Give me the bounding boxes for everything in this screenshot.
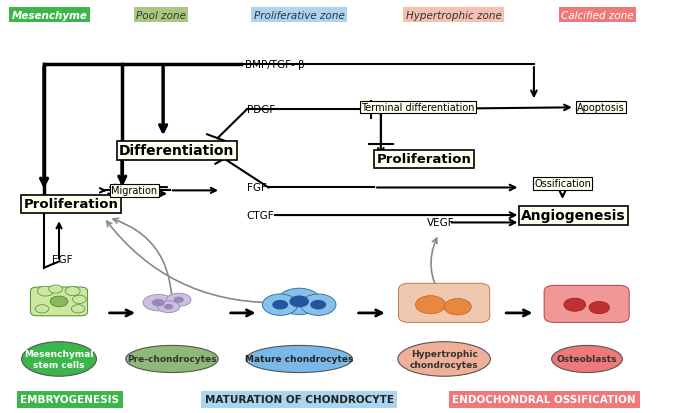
Text: Calcified zone: Calcified zone xyxy=(561,11,634,21)
Circle shape xyxy=(50,297,68,307)
Circle shape xyxy=(416,296,445,314)
Text: Hypertrophic zone: Hypertrophic zone xyxy=(406,11,501,21)
Ellipse shape xyxy=(398,342,490,376)
Circle shape xyxy=(289,296,309,308)
Text: Proliferation: Proliferation xyxy=(24,198,119,211)
Text: Terminal differentiation: Terminal differentiation xyxy=(362,103,475,113)
Text: Mesenchymal
stem cells: Mesenchymal stem cells xyxy=(24,349,94,369)
Ellipse shape xyxy=(158,301,179,313)
Ellipse shape xyxy=(125,346,219,373)
Text: EGF: EGF xyxy=(52,255,73,265)
Text: PDGF: PDGF xyxy=(247,105,275,115)
Circle shape xyxy=(444,299,471,315)
FancyBboxPatch shape xyxy=(399,284,490,323)
Ellipse shape xyxy=(551,346,623,373)
Text: MATURATION OF CHONDROCYTE: MATURATION OF CHONDROCYTE xyxy=(205,394,394,404)
Text: CTGF: CTGF xyxy=(247,211,275,221)
Text: Differentiation: Differentiation xyxy=(119,144,234,158)
Circle shape xyxy=(173,297,184,303)
Text: VEGF: VEGF xyxy=(427,218,454,228)
Text: Pre-chondrocytes: Pre-chondrocytes xyxy=(127,355,216,363)
Circle shape xyxy=(73,296,86,304)
Text: Pool zone: Pool zone xyxy=(136,11,186,21)
Circle shape xyxy=(564,298,586,311)
Text: FGF: FGF xyxy=(247,183,266,193)
FancyBboxPatch shape xyxy=(544,286,630,323)
Circle shape xyxy=(310,300,326,310)
Ellipse shape xyxy=(22,342,97,376)
Ellipse shape xyxy=(166,294,191,306)
Circle shape xyxy=(35,305,49,313)
Circle shape xyxy=(49,285,62,294)
Text: ENDOCHONDRAL OSSIFICATION: ENDOCHONDRAL OSSIFICATION xyxy=(452,394,636,404)
Circle shape xyxy=(71,305,85,313)
Circle shape xyxy=(301,294,336,316)
Ellipse shape xyxy=(143,295,174,311)
Text: Proliferative zone: Proliferative zone xyxy=(253,11,345,21)
Text: BMP/TGF- β: BMP/TGF- β xyxy=(245,60,304,70)
Text: Apoptosis: Apoptosis xyxy=(577,103,625,113)
Circle shape xyxy=(65,287,80,296)
Circle shape xyxy=(277,289,321,315)
Text: Mature chondrocytes: Mature chondrocytes xyxy=(245,355,353,363)
FancyBboxPatch shape xyxy=(30,287,88,316)
Text: Osteoblasts: Osteoblasts xyxy=(557,355,617,363)
Text: EMBRYOGENESIS: EMBRYOGENESIS xyxy=(21,394,119,404)
Text: Angiogenesis: Angiogenesis xyxy=(521,209,625,223)
Text: Proliferation: Proliferation xyxy=(376,153,471,166)
Text: Migration: Migration xyxy=(112,186,158,196)
Circle shape xyxy=(589,301,610,314)
Circle shape xyxy=(37,287,53,297)
Text: Hypertrophic
chondrocytes: Hypertrophic chondrocytes xyxy=(410,349,478,369)
Circle shape xyxy=(262,294,298,316)
Circle shape xyxy=(272,300,288,310)
Text: Ossification: Ossification xyxy=(534,179,591,189)
Ellipse shape xyxy=(246,346,352,373)
Text: Mesenchyme: Mesenchyme xyxy=(12,11,88,21)
Circle shape xyxy=(152,299,165,307)
Circle shape xyxy=(164,304,173,310)
